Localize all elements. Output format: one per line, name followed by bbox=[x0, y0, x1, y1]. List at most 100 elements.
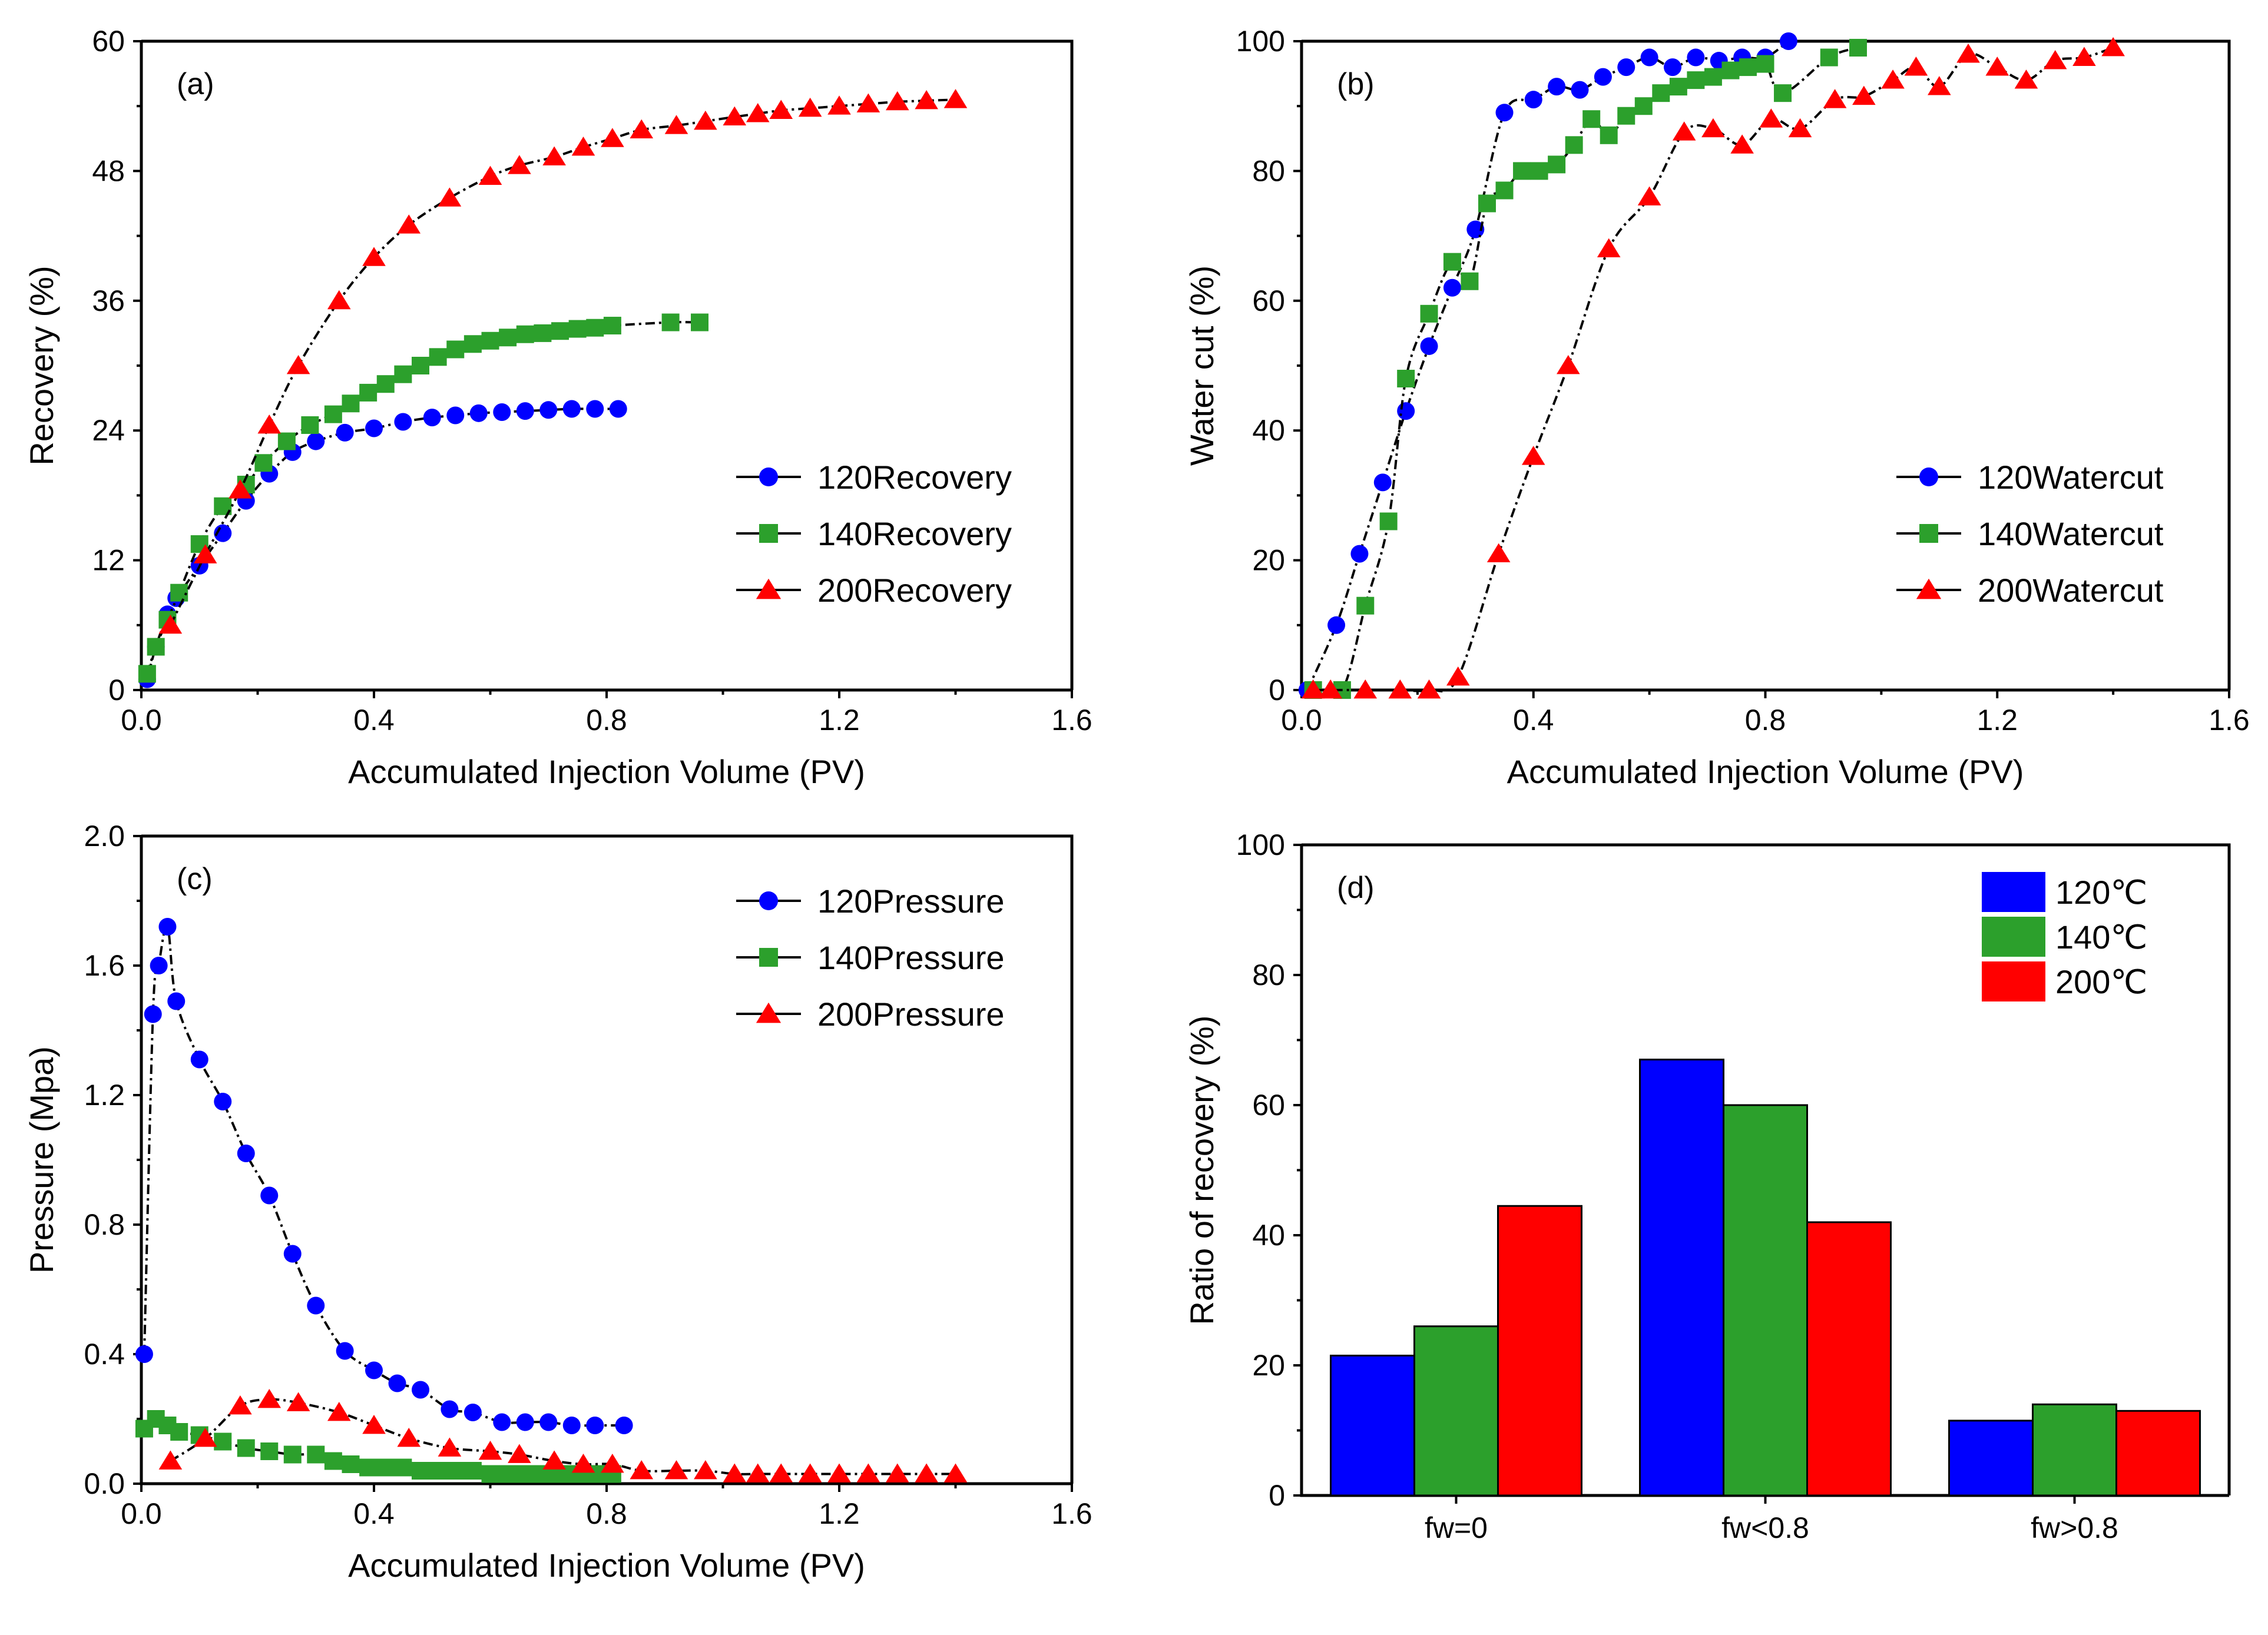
data-point bbox=[661, 313, 680, 331]
y-tick-label: 48 bbox=[92, 154, 125, 187]
data-point bbox=[1582, 110, 1601, 128]
data-point bbox=[1823, 89, 1847, 108]
series-200Pressure bbox=[158, 1389, 968, 1483]
data-point bbox=[1478, 194, 1496, 213]
data-point bbox=[539, 1413, 558, 1431]
y-tick-label: 24 bbox=[92, 414, 125, 447]
x-tick-label: 0.8 bbox=[586, 704, 627, 737]
data-point bbox=[1672, 121, 1696, 141]
data-point bbox=[438, 187, 462, 207]
data-point bbox=[463, 1462, 482, 1480]
data-point bbox=[586, 1417, 604, 1434]
data-point bbox=[1353, 679, 1378, 699]
data-point bbox=[397, 1428, 421, 1447]
legend-label: 140℃ bbox=[2055, 918, 2147, 956]
data-point bbox=[190, 1050, 208, 1069]
y-tick-label: 40 bbox=[1252, 1219, 1285, 1252]
data-point bbox=[1904, 57, 1928, 76]
x-tick-label: fw>0.8 bbox=[2031, 1511, 2118, 1544]
data-point bbox=[1443, 253, 1461, 271]
legend-entry: 200Recovery bbox=[736, 572, 1012, 609]
data-point bbox=[630, 1460, 654, 1480]
data-point bbox=[257, 1389, 282, 1408]
data-point bbox=[943, 1463, 968, 1483]
data-point bbox=[1486, 543, 1511, 562]
data-point bbox=[324, 405, 342, 423]
axes-frame-top-right bbox=[141, 834, 1074, 1484]
data-point bbox=[539, 401, 558, 419]
data-point bbox=[798, 1463, 822, 1483]
data-point bbox=[359, 383, 378, 402]
bar-200℃-fw=0 bbox=[1497, 1205, 1582, 1497]
data-point bbox=[1397, 370, 1415, 388]
legend-marker bbox=[756, 578, 782, 599]
data-point bbox=[1557, 355, 1580, 374]
data-point bbox=[1301, 679, 1325, 699]
data-point bbox=[237, 1145, 255, 1162]
y-tick-label: 40 bbox=[1252, 414, 1285, 447]
data-point bbox=[1634, 97, 1653, 115]
data-point bbox=[1417, 679, 1441, 699]
data-point bbox=[277, 432, 296, 450]
series-120Pressure bbox=[135, 918, 633, 1434]
x-tick-label: 1.2 bbox=[1976, 704, 2018, 737]
y-tick-label: 1.6 bbox=[84, 949, 125, 982]
data-point bbox=[1495, 181, 1514, 200]
data-point bbox=[1739, 58, 1757, 77]
bar-120℃-fw=0 bbox=[1330, 1354, 1415, 1497]
series-line bbox=[145, 407, 618, 680]
data-point bbox=[1597, 238, 1621, 258]
legend-swatch bbox=[1982, 917, 2045, 957]
data-point bbox=[412, 1381, 429, 1399]
data-point bbox=[260, 1186, 279, 1205]
data-point bbox=[463, 335, 482, 353]
data-point bbox=[150, 957, 168, 974]
data-point bbox=[1721, 61, 1740, 79]
axes-frame-top-right bbox=[141, 39, 1074, 690]
data-point bbox=[394, 365, 412, 383]
data-point bbox=[397, 214, 421, 234]
data-point bbox=[327, 1402, 351, 1421]
axes-frame-top-right bbox=[1302, 843, 2231, 1495]
panel-label: (c) bbox=[177, 862, 213, 896]
data-point bbox=[158, 1450, 183, 1470]
data-point bbox=[1388, 679, 1412, 699]
data-point bbox=[571, 136, 595, 156]
data-point bbox=[516, 402, 534, 420]
data-point bbox=[481, 1465, 499, 1483]
data-point bbox=[1852, 85, 1876, 105]
y-tick-label: 60 bbox=[92, 25, 125, 58]
bar-120℃-fw<0.8 bbox=[1639, 1059, 1724, 1497]
data-point bbox=[723, 106, 747, 125]
y-tick-label: 0.4 bbox=[84, 1338, 125, 1371]
data-point bbox=[827, 1463, 851, 1483]
legend-label: 140Watercut bbox=[1978, 515, 2164, 552]
data-point bbox=[446, 340, 465, 359]
legend-marker bbox=[759, 467, 778, 486]
data-point bbox=[229, 1395, 252, 1415]
data-point bbox=[478, 165, 502, 185]
legend-entry: 140Pressure bbox=[736, 939, 1005, 976]
legend-label: 120Watercut bbox=[1978, 459, 2164, 496]
data-point bbox=[1617, 107, 1635, 125]
data-point bbox=[170, 583, 188, 602]
data-point bbox=[1530, 162, 1548, 180]
y-tick-label: 60 bbox=[1252, 284, 1285, 317]
data-point bbox=[307, 1445, 325, 1464]
series-line bbox=[169, 98, 956, 626]
y-axis-title: Ratio of recovery (%) bbox=[1183, 1016, 1220, 1325]
data-point bbox=[1397, 402, 1415, 420]
x-tick-label: fw<0.8 bbox=[1721, 1511, 1809, 1544]
data-point bbox=[1594, 68, 1612, 86]
data-point bbox=[1513, 162, 1531, 180]
x-tick-label: 1.2 bbox=[819, 704, 860, 737]
legend-entry: 200Pressure bbox=[736, 996, 1005, 1033]
chart-a-recovery: 0 12 24 36 48 60 Recovery (%) (a) 0.0 0.4 0.8 1.2 1.… bbox=[23, 25, 1092, 790]
data-point bbox=[1443, 278, 1461, 297]
data-point bbox=[286, 1392, 310, 1411]
legend-entry: 140Recovery bbox=[736, 515, 1012, 552]
y-tick-label: 100 bbox=[1236, 25, 1285, 58]
y-tick-label: 12 bbox=[92, 544, 125, 577]
data-point bbox=[1788, 118, 1812, 138]
x-tick-label: 0.8 bbox=[1745, 704, 1786, 737]
